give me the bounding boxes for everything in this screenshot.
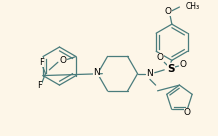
Text: O: O — [165, 7, 172, 16]
Text: S: S — [167, 64, 175, 74]
Text: O: O — [157, 53, 164, 62]
Text: O: O — [184, 108, 191, 117]
Text: CH₃: CH₃ — [185, 2, 199, 11]
Text: N: N — [93, 68, 100, 77]
Text: N: N — [146, 69, 153, 78]
Text: O: O — [180, 60, 187, 69]
Text: O: O — [59, 56, 66, 65]
Text: F: F — [39, 58, 44, 67]
Text: F: F — [37, 81, 42, 90]
